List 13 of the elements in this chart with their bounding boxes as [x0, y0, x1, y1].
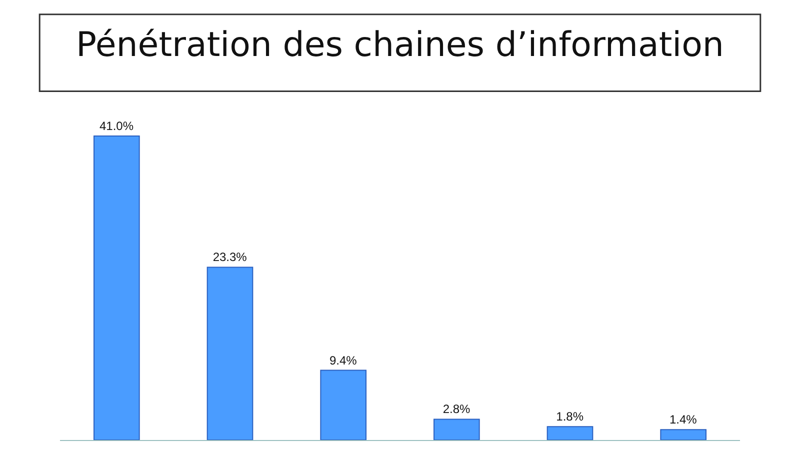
- bar: [660, 429, 706, 440]
- data-label: 23.3%: [212, 250, 248, 264]
- data-label: 1.8%: [556, 410, 584, 424]
- bar: [94, 136, 140, 440]
- data-label: 1.4%: [669, 412, 698, 427]
- data-label: 9.4%: [329, 353, 358, 368]
- bar: [434, 418, 480, 440]
- data-label: 2.8%: [442, 402, 471, 416]
- bar: [320, 370, 366, 440]
- chart-title: Pénétration des chaines d’information: [76, 25, 724, 65]
- data-label: 41.0%: [99, 119, 134, 133]
- bar: [546, 426, 594, 440]
- bar: [206, 266, 254, 440]
